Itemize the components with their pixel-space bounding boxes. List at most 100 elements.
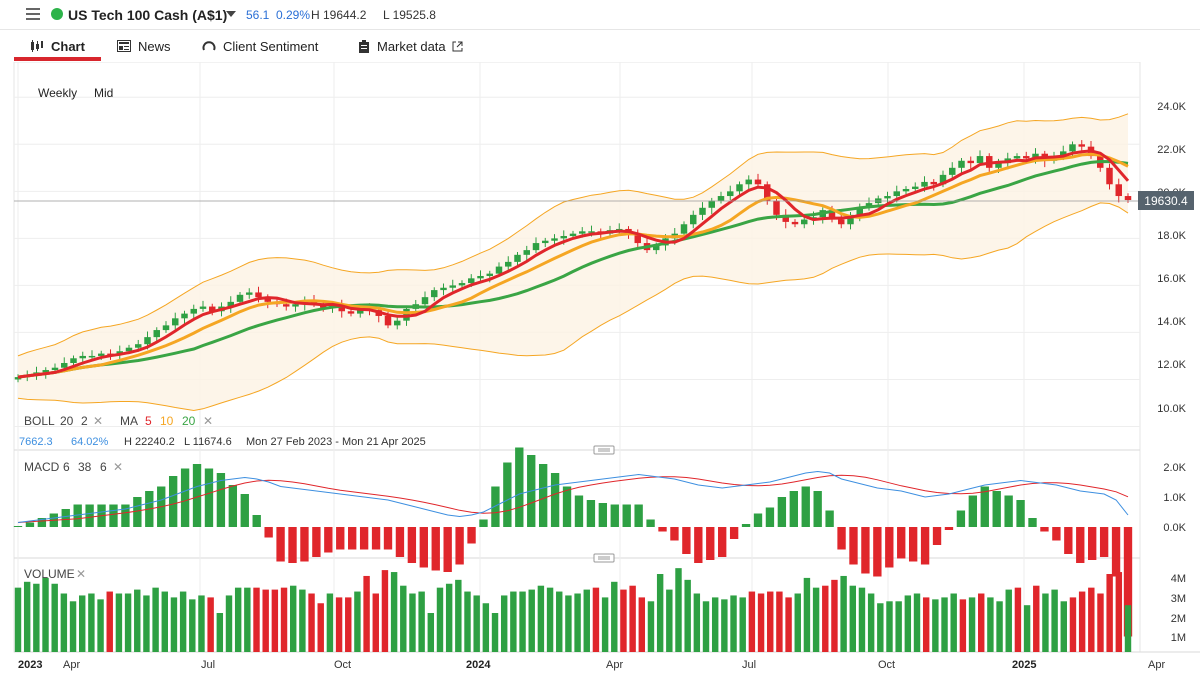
volume-bar: [69, 601, 77, 652]
bollinger-upper-line: [17, 113, 1129, 357]
price-chart[interactable]: 24.0K 22.0K 2 0.0K 18.0K 16.0K 14.0K 12.0…: [0, 61, 1200, 680]
instrument-name[interactable]: US Tech 100 Cash (A$1): [68, 7, 228, 23]
volume-bar: [913, 593, 921, 652]
macd-histogram-bar: [479, 519, 488, 527]
volume-bar: [812, 587, 820, 652]
candle-body: [551, 238, 558, 241]
candle-body: [579, 231, 586, 234]
volume-bar: [785, 597, 792, 652]
volume-bar: [455, 579, 462, 652]
volume-bar: [262, 589, 269, 652]
tab-chart[interactable]: Chart: [30, 30, 85, 62]
volume-bar: [959, 599, 967, 652]
market-status-indicator: [51, 8, 63, 20]
menu-icon[interactable]: [26, 8, 40, 20]
candle-body: [828, 210, 836, 220]
volume-bar: [271, 589, 279, 652]
volume-bar: [831, 579, 838, 652]
gauge-icon: [202, 41, 216, 51]
tab-news[interactable]: News: [117, 30, 171, 62]
price-tick: 18.0K: [1157, 230, 1186, 242]
volume-bar: [510, 591, 517, 652]
candle-body: [847, 214, 854, 225]
macd-histogram-bar: [658, 527, 667, 532]
close-icon[interactable]: ✕: [203, 414, 213, 428]
volume-bar: [23, 581, 31, 652]
tab-chart-label: Chart: [51, 38, 85, 54]
macd-histogram-bar: [1076, 527, 1085, 563]
time-tick: 2023: [18, 659, 42, 671]
macd-histogram-bar: [371, 527, 381, 550]
candle-body: [634, 233, 641, 244]
volume-bar: [491, 613, 499, 652]
macd-histogram-bar: [956, 510, 966, 527]
close-icon[interactable]: ✕: [113, 460, 123, 474]
macd-histogram-bar: [789, 491, 798, 527]
macd-histogram-bar: [1123, 527, 1133, 637]
macd-histogram-bar: [538, 464, 548, 527]
candle-body: [61, 362, 68, 368]
candle-body: [135, 344, 142, 348]
volume-bar: [1051, 589, 1058, 652]
volume-bar: [427, 613, 435, 652]
volume-bar: [877, 603, 884, 652]
interval-selector[interactable]: Weekly: [38, 86, 77, 100]
ma-label[interactable]: MA: [120, 414, 138, 428]
volume-bar: [1014, 587, 1022, 652]
candle-body: [338, 305, 345, 312]
volume-bar: [60, 593, 68, 652]
macd-histogram-bar: [897, 527, 906, 559]
instrument-header: US Tech 100 Cash (A$1) 56.1 0.29% H 1964…: [0, 0, 1200, 30]
chart-container[interactable]: 24.0K 22.0K 2 0.0K 18.0K 16.0K 14.0K 12.0…: [0, 61, 1200, 680]
clipboard-icon: [359, 39, 369, 53]
volume-bar: [574, 593, 581, 652]
price-type-selector[interactable]: Mid: [94, 86, 113, 100]
macd-histogram-bar: [873, 527, 882, 577]
macd-histogram-bar: [1099, 527, 1109, 557]
volume-bar: [436, 587, 444, 652]
volume-label[interactable]: VOLUME: [24, 567, 75, 581]
volume-bar: [904, 595, 912, 652]
panel-resize-handle[interactable]: [593, 553, 615, 563]
ma-10-line: [17, 152, 1129, 379]
volume-bar: [345, 597, 352, 652]
tab-market-data[interactable]: Market data: [358, 30, 463, 62]
volume-bar: [996, 601, 1003, 652]
macd-histogram-bar: [550, 473, 560, 527]
tab-client-sentiment[interactable]: Client Sentiment: [202, 30, 318, 62]
candle-body: [449, 285, 456, 288]
chevron-down-icon[interactable]: [226, 11, 236, 17]
candle-body: [523, 250, 530, 255]
candle-body: [690, 214, 697, 225]
candle-body: [764, 184, 771, 201]
volume-bar: [629, 585, 636, 652]
candle-body: [1069, 144, 1076, 152]
volume-bar: [968, 597, 976, 652]
volume-bar: [1023, 605, 1031, 652]
volume-bar: [280, 587, 288, 652]
current-price-label: 19630.4: [1144, 194, 1188, 208]
macd-histogram-bar: [729, 527, 739, 539]
candle-body: [264, 297, 271, 302]
boll-label[interactable]: BOLL: [24, 414, 55, 428]
candle-body: [912, 186, 919, 189]
close-icon[interactable]: ✕: [76, 567, 86, 581]
macd-histogram-bar: [264, 527, 273, 538]
macd-label[interactable]: MACD: [24, 460, 60, 474]
macd-histogram-bar: [324, 527, 333, 553]
panel-resize-handle[interactable]: [593, 445, 615, 455]
candle-body: [246, 292, 253, 295]
candle-body: [976, 156, 984, 164]
volume-bar: [372, 593, 379, 652]
macd-histogram-bar: [718, 527, 727, 557]
close-icon[interactable]: ✕: [93, 414, 103, 428]
volume-bar: [592, 587, 600, 652]
volume-bar: [1042, 593, 1049, 652]
candle-body: [458, 283, 466, 286]
time-tick: 2024: [466, 659, 491, 671]
macd-histogram-bar: [419, 527, 428, 568]
volume-bar: [1033, 585, 1040, 652]
macd-histogram-bar: [13, 526, 23, 527]
macd-line: [17, 470, 1129, 523]
candle-body: [153, 330, 160, 338]
